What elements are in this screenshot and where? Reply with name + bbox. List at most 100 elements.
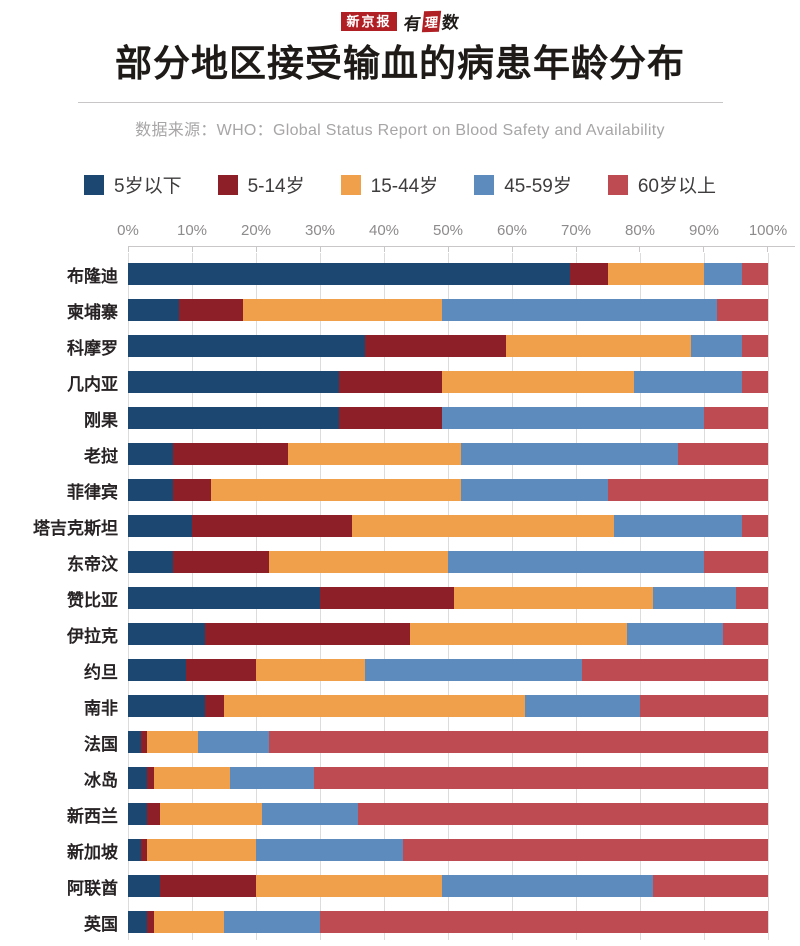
row-label: 新加坡 [67,842,118,862]
chart-row: 老挝 [0,436,768,472]
bar-segment [172,479,212,502]
bar-segment [409,623,628,646]
bar-segment [441,875,653,898]
legend-swatch [474,174,495,195]
bar-segment [403,839,768,862]
bar-segment [678,443,768,466]
bar-segment [339,371,442,394]
bar-segment [339,407,442,430]
bar-segment [633,371,743,394]
bar-segment [358,803,768,826]
axis-tick-label: 30% [304,222,336,240]
axis-tick-label: 90% [688,222,720,240]
bar-segment [313,767,768,790]
axis-tickmark [319,247,321,253]
brand-sub-char: 数 [440,12,460,33]
bar-segment [268,551,448,574]
title-divider [77,102,723,104]
row-label: 刚果 [84,410,118,430]
legend-item: 5-14岁 [217,171,305,198]
bar-segment [128,407,340,430]
brand-logo: 新京报 有 理 数 [0,0,800,33]
bar-segment [352,515,615,538]
bar-track [128,299,768,322]
row-label: 科摩罗 [67,338,118,358]
bar-track [128,587,768,610]
brand-sub-logo: 有 理 数 [402,8,460,35]
bar-segment [128,371,340,394]
legend-item: 45-59岁 [474,171,572,198]
chart-row: 科摩罗 [0,328,768,364]
bar-segment [287,443,461,466]
bar-track [128,911,768,934]
axis-tick-label: 0% [117,222,139,240]
bar-segment [147,803,160,826]
chart-row: 约旦 [0,652,768,688]
row-label: 几内亚 [67,374,118,394]
bar-track [128,479,768,502]
chart-row: 伊拉克 [0,616,768,652]
brand-sub-char: 有 [402,13,422,34]
bar-track [128,551,768,574]
bar-track [128,695,768,718]
bar-segment [128,299,180,322]
bar-segment [460,479,608,502]
bar-segment [223,911,320,934]
bar-segment [128,623,205,646]
bar-segment [128,659,186,682]
chart-row: 法国 [0,724,768,760]
chart-row: 赞比亚 [0,580,768,616]
bar-segment [255,839,404,862]
legend-swatch [340,174,361,195]
bar-segment [569,263,608,286]
bar-segment [128,587,320,610]
bar-segment [204,695,224,718]
chart-rows: 布隆迪 柬埔寨 科摩罗 几内亚 刚果 老挝 菲律宾 塔吉克斯坦 东帝汶 赞比亚 伊拉克 约旦 南非 法国冰… [0,256,768,940]
bar-segment [582,659,768,682]
axis-tickmark [767,247,769,253]
bar-segment [364,659,583,682]
bar-segment [441,299,717,322]
axis-tickmark [703,247,705,253]
row-label: 新西兰 [67,806,118,826]
bar-segment [243,299,442,322]
bar-segment [742,335,768,358]
chart-row: 南非 [0,688,768,724]
bar-segment [204,623,410,646]
legend-label: 60岁以上 [637,176,716,198]
row-label: 布隆迪 [67,266,118,286]
row-label: 老挝 [84,446,118,466]
bar-segment [128,767,148,790]
legend-swatch [84,174,105,195]
bar-segment [364,335,506,358]
chart-row: 几内亚 [0,364,768,400]
bar-segment [128,875,160,898]
bar-segment [652,875,768,898]
bar-track [128,659,768,682]
row-label: 东帝汶 [67,554,118,574]
bar-segment [172,551,269,574]
row-label: 英国 [84,914,118,934]
bar-segment [153,911,224,934]
bar-segment [742,515,768,538]
legend-item: 15-44岁 [340,171,438,198]
bar-segment [268,731,768,754]
bar-segment [159,803,263,826]
chart-row: 柬埔寨 [0,292,768,328]
bar-segment [147,767,154,790]
bar-segment [703,263,743,286]
bar-segment [147,731,199,754]
bar-segment [607,263,704,286]
legend-item: 60岁以上 [607,171,716,198]
gridline [768,253,769,941]
bar-track [128,767,768,790]
bar-segment [607,479,768,502]
bar-segment [179,299,244,322]
axis-tick-label: 60% [496,222,528,240]
chart-row: 刚果 [0,400,768,436]
bar-segment [454,587,653,610]
bar-segment [255,659,365,682]
bar-segment [223,695,525,718]
bar-segment [742,371,768,394]
